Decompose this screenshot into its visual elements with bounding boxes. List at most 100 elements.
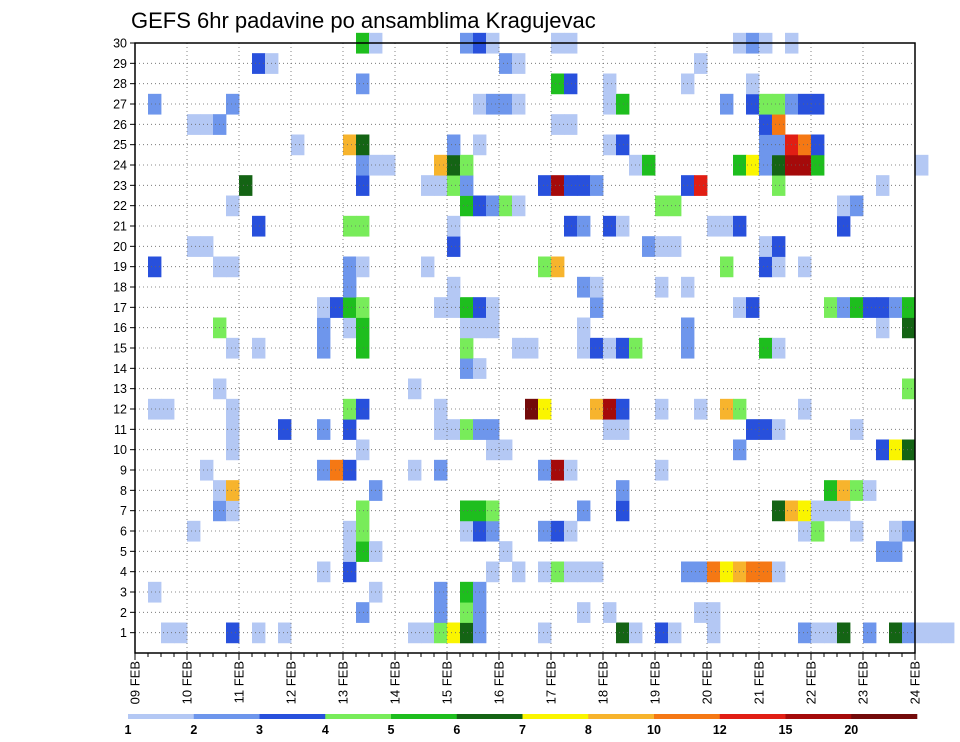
legend-label: 7 bbox=[519, 723, 526, 737]
heatmap-cell bbox=[447, 215, 461, 237]
heatmap-cell bbox=[668, 622, 682, 644]
legend-swatch bbox=[785, 714, 852, 719]
heatmap-cell bbox=[200, 459, 214, 481]
heatmap-cell bbox=[850, 419, 864, 440]
heatmap-cell bbox=[226, 195, 240, 217]
heatmap-cell bbox=[460, 297, 474, 318]
heatmap-cell bbox=[720, 398, 734, 420]
heatmap-cell bbox=[148, 581, 162, 603]
heatmap-cell bbox=[616, 480, 630, 501]
y-tick-label: 8 bbox=[120, 484, 127, 498]
y-tick-label: 22 bbox=[113, 199, 127, 213]
y-tick-label: 19 bbox=[113, 260, 127, 274]
heatmap-cell bbox=[408, 378, 422, 400]
heatmap-cell bbox=[460, 337, 474, 359]
heatmap-cell bbox=[772, 93, 786, 115]
x-tick-label: 22 FEB bbox=[804, 661, 819, 704]
heatmap-cell bbox=[603, 73, 617, 95]
heatmap-cell bbox=[564, 215, 578, 237]
heatmap-cell bbox=[603, 398, 617, 420]
heatmap-cell bbox=[694, 175, 708, 196]
heatmap-cell bbox=[447, 175, 461, 196]
heatmap-cell bbox=[616, 337, 630, 359]
heatmap-cell bbox=[772, 561, 786, 583]
legend-label: 10 bbox=[647, 723, 661, 737]
heatmap-cell bbox=[551, 520, 565, 542]
heatmap-cell bbox=[655, 276, 669, 298]
heatmap-cell bbox=[850, 520, 864, 542]
heatmap-cell bbox=[434, 622, 448, 644]
heatmap-cell bbox=[486, 93, 500, 115]
heatmap-cell bbox=[252, 53, 266, 74]
heatmap-cell bbox=[408, 459, 422, 481]
heatmap-cell bbox=[746, 154, 760, 176]
x-tick-label: 18 FEB bbox=[596, 661, 611, 704]
y-axis-ticks: 1234567891011121314151617181920212223242… bbox=[113, 37, 135, 640]
heatmap-cell bbox=[486, 195, 500, 217]
heatmap-cell bbox=[811, 93, 825, 115]
heatmap-cell bbox=[759, 154, 773, 176]
heatmap-cell bbox=[863, 622, 877, 644]
heatmap-cell bbox=[603, 337, 617, 359]
y-tick-label: 10 bbox=[113, 443, 127, 457]
heatmap-cell bbox=[759, 114, 773, 135]
heatmap-cell bbox=[915, 622, 929, 644]
heatmap-cell bbox=[798, 134, 812, 156]
heatmap-cell bbox=[460, 317, 474, 339]
heatmap-cell bbox=[538, 175, 552, 196]
heatmap-cell bbox=[356, 317, 370, 339]
heatmap-cell bbox=[278, 622, 292, 644]
legend-label: 5 bbox=[388, 723, 395, 737]
heatmap-cell bbox=[343, 561, 357, 583]
x-tick-label: 16 FEB bbox=[492, 661, 507, 704]
x-tick-label: 14 FEB bbox=[388, 661, 403, 704]
heatmap-cell bbox=[486, 419, 500, 440]
heatmap-cell bbox=[668, 236, 682, 257]
heatmap-cell bbox=[343, 317, 357, 339]
heatmap-cell bbox=[564, 114, 578, 135]
heatmap-cell bbox=[460, 581, 474, 603]
legend-label: 3 bbox=[256, 723, 263, 737]
heatmap-cell bbox=[772, 154, 786, 176]
heatmap-cell bbox=[187, 114, 201, 135]
legend-swatch bbox=[128, 714, 195, 719]
heatmap-cell bbox=[343, 398, 357, 420]
heatmap-cell bbox=[850, 297, 864, 318]
heatmap-cell bbox=[486, 439, 500, 461]
heatmap-cell bbox=[460, 602, 474, 623]
heatmap-cell bbox=[226, 256, 240, 278]
heatmap-cell bbox=[499, 53, 513, 74]
y-tick-label: 4 bbox=[120, 565, 127, 579]
heatmap-cell bbox=[291, 134, 305, 156]
x-tick-label: 21 FEB bbox=[752, 661, 767, 704]
heatmap-cell bbox=[343, 134, 357, 156]
heatmap-cell bbox=[512, 93, 526, 115]
heatmap-cell bbox=[564, 459, 578, 481]
y-tick-label: 28 bbox=[113, 77, 127, 91]
heatmap-cell bbox=[551, 256, 565, 278]
heatmap-cell bbox=[668, 195, 682, 217]
heatmap-cell bbox=[824, 622, 838, 644]
heatmap-cell bbox=[824, 500, 838, 522]
heatmap-cell bbox=[343, 459, 357, 481]
heatmap-cell bbox=[798, 622, 812, 644]
heatmap-cell bbox=[772, 236, 786, 257]
y-tick-label: 26 bbox=[113, 118, 127, 132]
heatmap-cell bbox=[876, 439, 890, 461]
heatmap-cell bbox=[590, 175, 604, 196]
heatmap-cell bbox=[590, 276, 604, 298]
y-tick-label: 30 bbox=[113, 37, 127, 51]
heatmap-cell bbox=[746, 73, 760, 95]
heatmap-cell bbox=[902, 378, 916, 400]
heatmap-cell bbox=[772, 114, 786, 135]
heatmap-cell bbox=[434, 297, 448, 318]
heatmap-cell bbox=[759, 236, 773, 257]
heatmap-cell bbox=[902, 520, 916, 542]
heatmap-cell bbox=[356, 337, 370, 359]
legend-label: 15 bbox=[779, 723, 793, 737]
heatmap-cell bbox=[460, 175, 474, 196]
heatmap-cell bbox=[460, 195, 474, 217]
heatmap-cell bbox=[655, 622, 669, 644]
y-tick-label: 5 bbox=[120, 545, 127, 559]
heatmap-cell bbox=[551, 73, 565, 95]
